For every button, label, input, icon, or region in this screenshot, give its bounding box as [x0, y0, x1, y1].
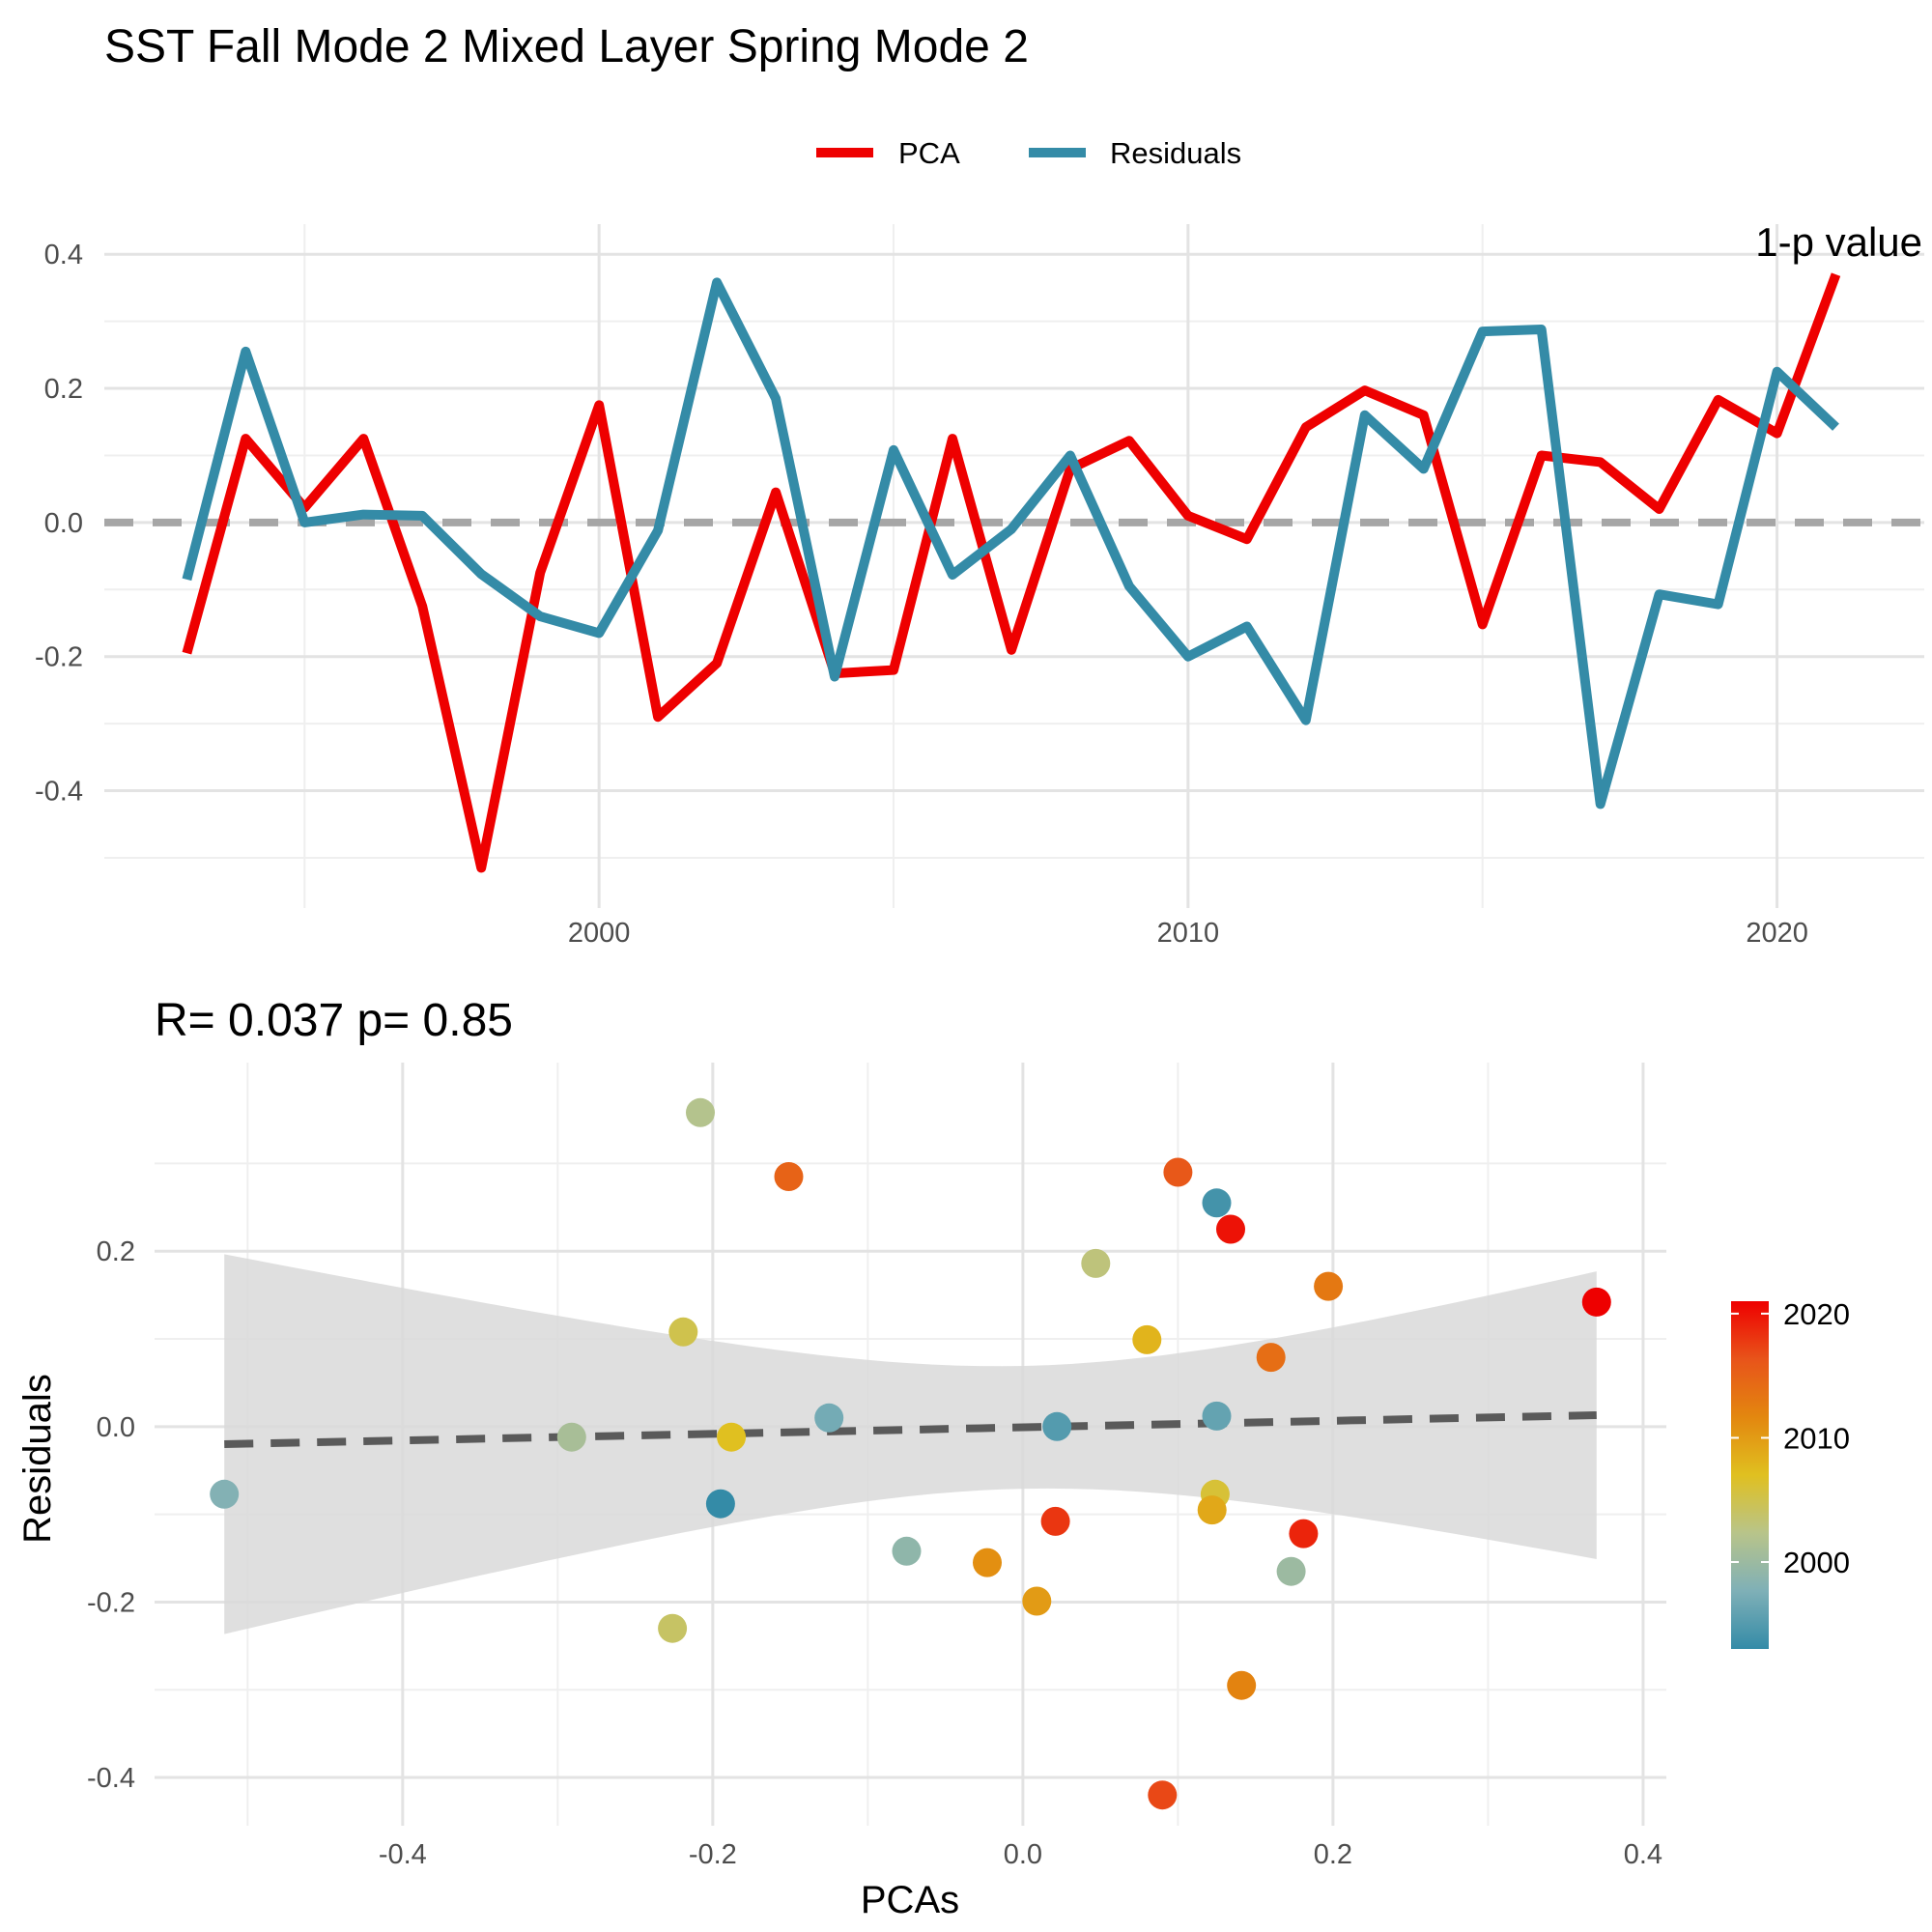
colorbar-tick-label: 2010: [1783, 1421, 1850, 1455]
y-tick-label: -0.2: [35, 642, 83, 673]
legend-label-residuals: Residuals: [1110, 136, 1241, 170]
x-tick-label: -0.2: [689, 1839, 737, 1870]
confidence-band: [224, 1254, 1597, 1634]
scatter-point: [892, 1536, 922, 1566]
scatter-point: [774, 1162, 804, 1191]
bottom-x-axis: -0.4 -0.2 0.0 0.2 0.4: [379, 1839, 1662, 1870]
colorbar-tick-label: 2020: [1783, 1297, 1850, 1331]
top-y-axis: -0.4 -0.2 0.0 0.2 0.4: [35, 240, 83, 807]
scatter-point: [1314, 1271, 1344, 1301]
scatter-point: [1202, 1188, 1232, 1218]
scatter-point: [556, 1422, 586, 1452]
scatter-point: [658, 1613, 688, 1643]
series-line-residuals: [182, 277, 1839, 810]
scatter-point: [973, 1548, 1002, 1577]
scatter-point: [1022, 1586, 1052, 1616]
x-tick-label: -0.4: [379, 1839, 427, 1870]
scatter-points: [210, 1097, 1611, 1810]
scatter-point: [705, 1489, 735, 1519]
legend-label-pca: PCA: [898, 136, 960, 170]
colorbar-ticks: 2000 2010 2020: [1731, 1297, 1850, 1579]
scatter-point: [814, 1403, 844, 1433]
scatter-point: [1163, 1157, 1193, 1187]
x-tick-label: 2010: [1157, 918, 1220, 949]
x-tick-label: 0.4: [1624, 1839, 1662, 1870]
colorbar-tick-label: 2000: [1783, 1546, 1850, 1579]
y-tick-label: 0.2: [97, 1236, 135, 1267]
top-x-axis: 2000 2010 2020: [568, 918, 1808, 949]
y-axis-title: Residuals: [16, 1374, 59, 1544]
x-tick-label: 0.2: [1314, 1839, 1352, 1870]
scatter-point: [668, 1317, 698, 1347]
scatter-point: [1227, 1670, 1257, 1700]
top-plot-grid: [104, 224, 1924, 908]
y-tick-label: 0.4: [44, 240, 83, 270]
y-tick-label: -0.4: [87, 1763, 135, 1794]
x-tick-label: 0.0: [1004, 1839, 1042, 1870]
top-legend: PCA Residuals: [816, 136, 1241, 170]
x-axis-title: PCAs: [861, 1879, 959, 1921]
y-tick-label: -0.2: [87, 1587, 135, 1618]
scatter-point: [1042, 1411, 1072, 1441]
colorbar-gradient: [1731, 1301, 1769, 1649]
scatter-point: [686, 1097, 715, 1127]
series-line-pca: [182, 272, 1841, 873]
scatter-point: [210, 1479, 240, 1509]
clipped-corner-label: 1-p value: [1755, 219, 1922, 265]
y-tick-label: -0.4: [35, 777, 83, 808]
scatter-point: [1289, 1519, 1319, 1548]
scatter-point: [1081, 1248, 1111, 1278]
scatter-point: [1256, 1343, 1286, 1373]
correlation-subtitle: R= 0.037 p= 0.85: [155, 995, 513, 1046]
y-tick-label: 0.2: [44, 374, 83, 405]
bottom-y-axis: -0.4 -0.2 0.0 0.2: [87, 1236, 135, 1794]
x-tick-label: 2000: [568, 918, 631, 949]
scatter-point: [1132, 1324, 1162, 1354]
chart-title: SST Fall Mode 2 Mixed Layer Spring Mode …: [104, 21, 1029, 72]
scatter-point: [1216, 1214, 1245, 1244]
x-tick-label: 2020: [1746, 918, 1808, 949]
scatter-point: [1581, 1287, 1611, 1317]
y-tick-label: 0.0: [44, 508, 83, 539]
colorbar: 2000 2010 2020: [1731, 1297, 1850, 1649]
scatter-point: [1197, 1495, 1227, 1525]
scatter-point: [1148, 1780, 1178, 1810]
scatter-point: [717, 1422, 747, 1452]
scatter-point: [1040, 1506, 1070, 1536]
scatter-point: [1276, 1556, 1306, 1586]
y-tick-label: 0.0: [97, 1412, 135, 1443]
scatter-point: [1202, 1401, 1232, 1431]
